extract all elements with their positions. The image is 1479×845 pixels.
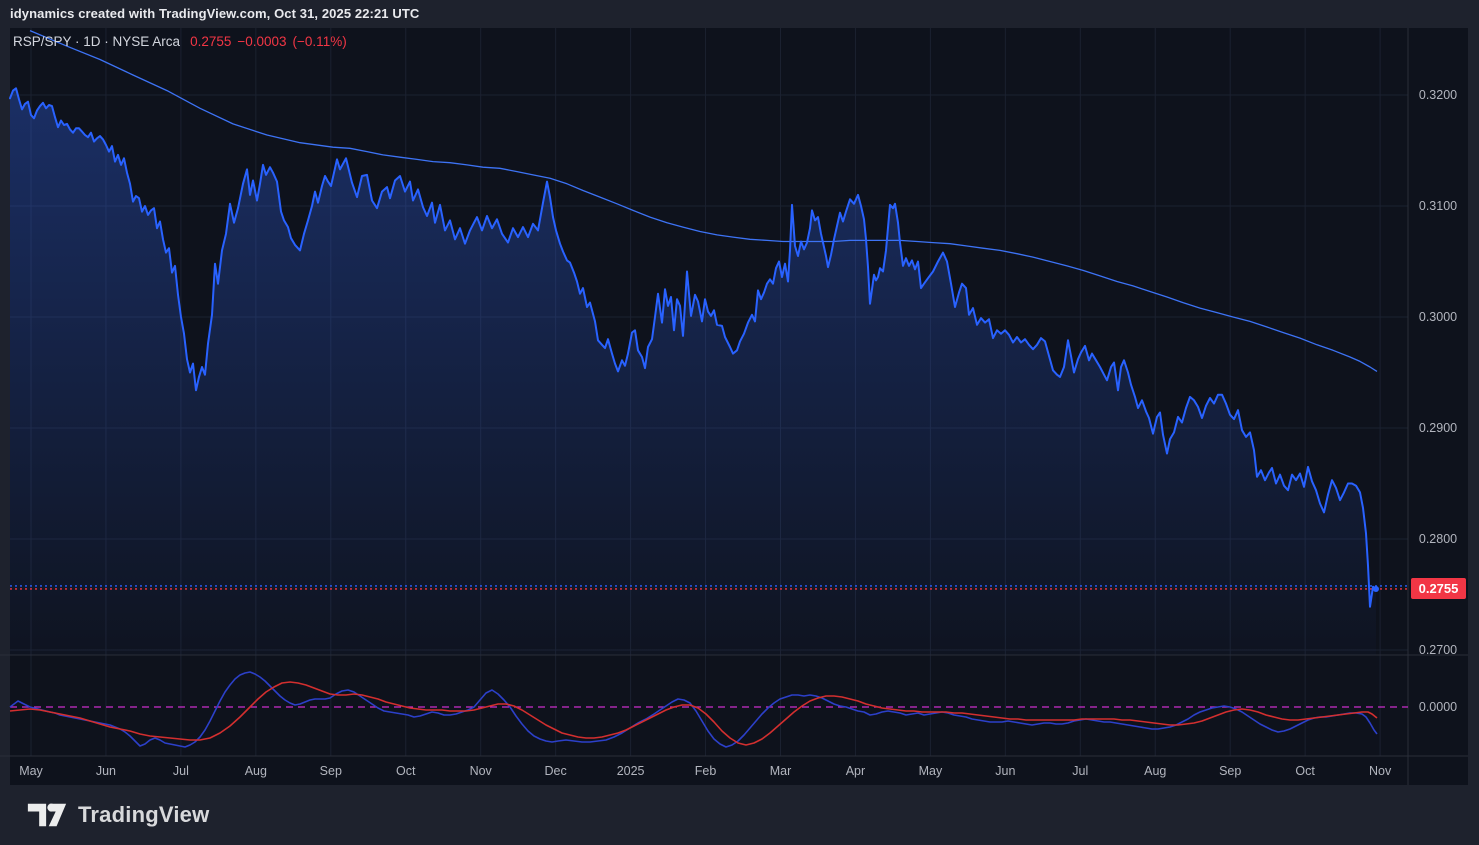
symbol-title[interactable]: RSP/SPY · 1D · NYSE Arca [13, 34, 180, 49]
time-axis-label: Oct [383, 763, 429, 779]
time-axis-label: Nov [1357, 763, 1403, 779]
indicator-zero-label: 0.0000 [1409, 698, 1467, 716]
price-axis-label: 0.2900 [1409, 419, 1467, 437]
time-axis-label: Sep [308, 763, 354, 779]
attribution-text: idynamics created with TradingView.com, … [0, 0, 1479, 27]
legend-last-price: 0.2755 [190, 34, 231, 49]
price-axis-label: 0.3000 [1409, 308, 1467, 326]
tradingview-logo-text: TradingView [78, 802, 209, 828]
attribution-bar: idynamics created with TradingView.com, … [0, 0, 1479, 28]
price-axis-label: 0.2800 [1409, 530, 1467, 548]
time-axis-label: Mar [758, 763, 804, 779]
time-axis-label: Feb [683, 763, 729, 779]
footer-bar: TradingView [0, 785, 1479, 845]
price-axis-label: 0.3100 [1409, 197, 1467, 215]
price-axis-label: 0.3200 [1409, 86, 1467, 104]
time-axis-label: May [907, 763, 953, 779]
time-axis-label: Aug [1132, 763, 1178, 779]
price-axis-label: 0.2700 [1409, 641, 1467, 659]
time-axis-label: Oct [1282, 763, 1328, 779]
legend-change: −0.0003 [237, 34, 286, 49]
chart-area[interactable]: RSP/SPY · 1D · NYSE Arca 0.2755 −0.0003 (−0… [0, 28, 1479, 785]
last-price-dot [1373, 586, 1379, 592]
time-axis-label: Jun [982, 763, 1028, 779]
time-axis-label: Aug [233, 763, 279, 779]
tradingview-logo-icon [27, 800, 67, 830]
time-axis-label: Dec [533, 763, 579, 779]
time-axis-label: Apr [832, 763, 878, 779]
time-axis-label: Jul [158, 763, 204, 779]
tradingview-chart-snapshot: idynamics created with TradingView.com, … [0, 0, 1479, 845]
time-axis-label: Jul [1057, 763, 1103, 779]
chart-canvas[interactable] [0, 28, 1479, 785]
last-price-badge: 0.2755 [1411, 578, 1466, 599]
legend-change-percent: (−0.11%) [293, 34, 347, 49]
time-axis-label: Jun [83, 763, 129, 779]
time-axis-label: 2025 [608, 763, 654, 779]
time-axis-label: May [8, 763, 54, 779]
time-axis-label: Sep [1207, 763, 1253, 779]
symbol-legend[interactable]: RSP/SPY · 1D · NYSE Arca 0.2755 −0.0003 (−0… [13, 33, 353, 51]
time-axis-label: Nov [458, 763, 504, 779]
tradingview-logo[interactable]: TradingView [27, 800, 209, 830]
